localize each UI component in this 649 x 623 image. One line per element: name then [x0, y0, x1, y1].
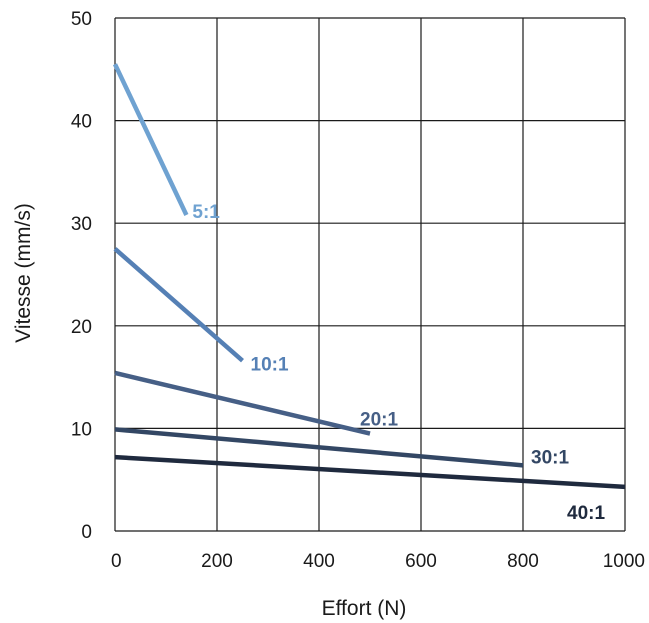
y-tick-label: 30: [71, 214, 92, 235]
y-tick-label: 50: [71, 9, 92, 30]
series-line: [113, 247, 244, 363]
x-tick-label: 400: [303, 551, 335, 572]
series-line: [114, 454, 626, 490]
series-label: 30:1: [531, 447, 569, 468]
x-tick-label: 0: [111, 551, 122, 572]
series-line: [112, 63, 189, 216]
series-label: 5:1: [192, 202, 220, 223]
grid: [114, 17, 626, 532]
series-labels: 5:1 10:1 20:1 30:1 40:1: [192, 202, 605, 524]
x-tick-labels: 0 200 400 600 800 1000: [111, 551, 645, 572]
series-line: [114, 370, 371, 436]
y-tick-label: 20: [71, 317, 92, 338]
series-lines: [112, 63, 626, 490]
series-label: 10:1: [251, 355, 289, 376]
y-axis-title: Vitesse (mm/s): [12, 203, 35, 343]
series-label: 20:1: [360, 410, 398, 431]
y-tick-label: 0: [81, 522, 92, 543]
x-tick-label: 600: [405, 551, 437, 572]
y-tick-label: 40: [71, 112, 92, 133]
x-tick-label: 200: [201, 551, 233, 572]
y-tick-labels: 0 10 20 30 40 50: [71, 9, 92, 543]
x-tick-label: 800: [507, 551, 539, 572]
x-tick-label: 1000: [603, 551, 645, 572]
x-axis-title: Effort (N): [322, 597, 407, 620]
series-label: 40:1: [567, 503, 605, 524]
series-line: [114, 427, 524, 468]
y-tick-label: 10: [71, 419, 92, 440]
